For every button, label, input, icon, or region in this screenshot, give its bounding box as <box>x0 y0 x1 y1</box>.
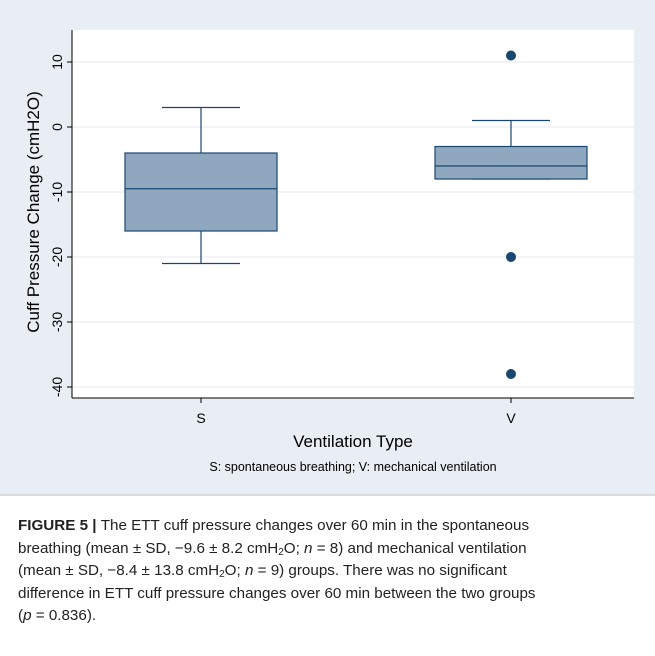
outlier-point <box>506 369 516 379</box>
y-tick-label: 0 <box>49 123 65 131</box>
y-tick-label: -10 <box>49 182 65 202</box>
x-axis-label: Ventilation Type <box>293 432 413 451</box>
x-tick-label: V <box>506 410 516 426</box>
y-axis-label: Cuff Pressure Change (cmH2O) <box>24 91 43 333</box>
iqr-box <box>434 145 588 180</box>
caption-line: (p = 0.836). <box>18 607 97 624</box>
y-axis-ticks: 10 0 -10 -20 -30 -40 <box>49 54 72 397</box>
caption-line: difference in ETT cuff pressure changes … <box>18 584 536 602</box>
figure-caption: FIGURE 5 | The ETT cuff pressure changes… <box>18 515 643 628</box>
y-tick-label: -20 <box>49 247 65 267</box>
caption-line: (mean ± SD, −8.4 ± 13.8 cmH2O; n = 9) gr… <box>18 562 507 580</box>
caption-line: FIGURE 5 | The ETT cuff pressure changes… <box>18 517 530 534</box>
x-tick-label: S <box>196 410 205 426</box>
figure-label: FIGURE 5 | <box>18 517 101 534</box>
y-tick-label: -30 <box>49 312 65 332</box>
chart-note: S: spontaneous breathing; V: mechanical … <box>209 460 496 474</box>
y-tick-label: 10 <box>49 54 65 70</box>
iqr-box <box>124 152 278 232</box>
outlier-point <box>506 50 516 61</box>
y-tick-label: -40 <box>49 377 65 397</box>
caption-divider <box>0 494 655 496</box>
caption-line: breathing (mean ± SD, −9.6 ± 8.2 cmH2O; … <box>18 539 527 558</box>
outlier-point <box>506 252 516 262</box>
boxes <box>124 50 588 379</box>
